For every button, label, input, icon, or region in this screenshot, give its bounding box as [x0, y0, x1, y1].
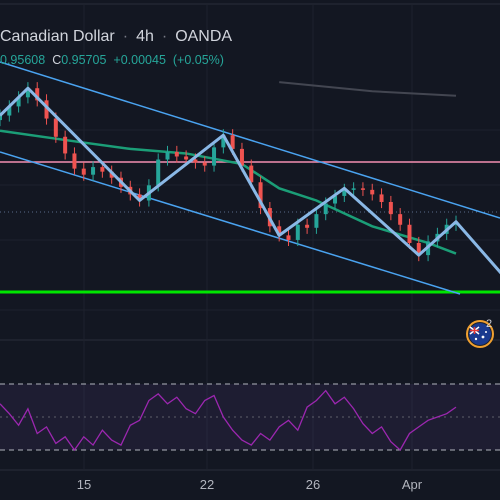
candle-body	[379, 194, 384, 202]
candle-body	[174, 151, 179, 157]
candle-body	[230, 135, 235, 149]
rsi-band-fill	[0, 384, 500, 450]
zigzag-pattern-line	[0, 86, 500, 275]
change-value: +0.00045	[113, 53, 166, 67]
symbol-name[interactable]: Canadian Dollar	[0, 28, 115, 45]
close-label: C	[52, 53, 62, 67]
x-axis: 15 22 26 Apr	[77, 477, 423, 492]
candle-body	[239, 148, 244, 166]
candle-body	[305, 224, 310, 228]
candle-body	[249, 165, 254, 183]
candle-body	[25, 88, 30, 98]
candle-body	[63, 136, 68, 154]
candle-body	[184, 156, 189, 160]
channel-lower-line	[0, 151, 461, 295]
candle-body	[407, 224, 412, 243]
candle-body	[212, 147, 217, 166]
candle-body	[221, 135, 226, 148]
candle-body	[137, 194, 142, 201]
candle-body	[277, 226, 282, 236]
x-tick-label: 15	[77, 477, 91, 492]
candle-body	[165, 151, 170, 160]
candle-body	[286, 235, 291, 240]
ohlc-row: 0.95608 C0.95705 +0.00045 (+0.05%)	[0, 53, 231, 67]
candle-body	[314, 214, 319, 228]
candle-body	[0, 115, 2, 121]
long-moving-average-line	[279, 81, 457, 97]
candle-body	[323, 203, 328, 215]
rsi-line	[0, 389, 457, 452]
candle-body	[342, 189, 347, 196]
candle-body	[333, 195, 338, 204]
broker-label: OANDA	[175, 28, 233, 45]
event-count: 2	[486, 318, 493, 330]
candle-body	[295, 224, 300, 240]
candle-body	[398, 214, 403, 225]
legend-title: Canadian Dollar · 4h · OANDA	[0, 28, 240, 46]
title-separator: ·	[161, 28, 168, 45]
ohlc-value: 0.95608	[0, 53, 46, 67]
moving-average-line	[0, 129, 457, 255]
candle-body	[72, 153, 77, 169]
candle-body	[351, 188, 356, 190]
candle-body	[7, 106, 12, 116]
candle-body	[193, 159, 198, 163]
candle-body	[156, 159, 161, 186]
interval-label[interactable]: 4h	[136, 28, 154, 45]
candle-body	[202, 162, 207, 166]
flag-icon[interactable]	[466, 320, 494, 348]
title-separator: ·	[122, 28, 129, 45]
rsi-pane	[0, 383, 500, 452]
candle-body	[360, 188, 365, 190]
candle-body	[370, 189, 375, 195]
x-tick-label: 26	[306, 477, 320, 492]
australia-flag-icon	[469, 323, 491, 345]
candle-body	[416, 242, 421, 256]
candle-body	[81, 168, 86, 175]
candle-body	[100, 167, 105, 172]
change-percent: (+0.05%)	[172, 53, 224, 67]
candle-body	[91, 167, 96, 175]
x-tick-label: Apr	[402, 477, 423, 492]
price-pane	[0, 61, 500, 295]
close-value: 0.95705	[61, 53, 107, 67]
x-tick-label: 22	[200, 477, 214, 492]
candle-body	[388, 202, 393, 215]
candle-body	[258, 182, 263, 209]
candle-body	[16, 97, 21, 107]
channel-upper-line	[0, 61, 500, 219]
candle-body	[44, 100, 49, 119]
candle-body	[35, 88, 40, 101]
candle-body	[53, 118, 58, 137]
candle-body	[109, 171, 114, 178]
